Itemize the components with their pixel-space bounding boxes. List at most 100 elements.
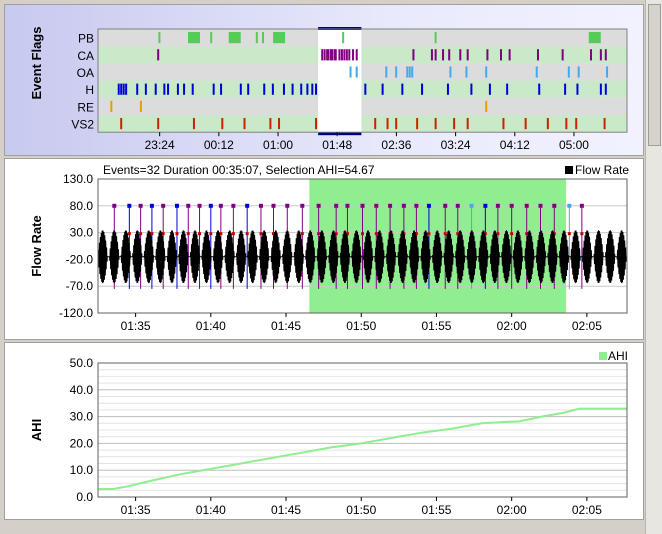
flow-event-marker <box>316 203 321 208</box>
event-mark-ca <box>486 49 489 61</box>
event-mark-h <box>247 83 250 95</box>
ahi-ytick-label: 20.0 <box>70 436 94 450</box>
ahi-panel: AHI AHI 0.0 10.0 20.0 30.0 40.0 50.0 01:35 01:40 0… <box>4 342 644 520</box>
event-mark-h <box>315 83 318 95</box>
event-flags-panel: Event Flags PB CA OA H RE VS2 23:24 00:12 01:00 01… <box>4 4 644 156</box>
event-mark-ca <box>561 49 564 61</box>
event-mark-h <box>306 83 309 95</box>
event-flags-tick-label: 01:48 <box>322 138 352 152</box>
channel-label-ca: CA <box>77 49 94 63</box>
flow-event-marker <box>334 203 339 208</box>
event-mark-vs2 <box>315 118 318 130</box>
scrollbar-thumb[interactable] <box>648 4 661 146</box>
flow-event-marker <box>414 203 419 208</box>
event-mark-ca <box>412 49 415 61</box>
event-mark-pb <box>273 32 286 44</box>
event-mark-ca <box>499 49 502 61</box>
flow-rate-chart[interactable]: Events=32 Duration 00:35:07, Selection A… <box>5 159 643 339</box>
event-flags-tick-label: 23:24 <box>145 138 175 152</box>
event-mark-vs2 <box>453 118 456 130</box>
event-mark-h <box>604 83 607 95</box>
vertical-scrollbar[interactable] <box>645 0 662 534</box>
flow-event-dot <box>271 232 275 236</box>
event-mark-h <box>564 83 567 95</box>
event-mark-ca <box>466 49 469 61</box>
flow-ylabel: Flow Rate <box>29 215 44 276</box>
ahi-chart[interactable]: AHI AHI 0.0 10.0 20.0 30.0 40.0 50.0 01:35 01:40 0… <box>5 343 643 519</box>
flow-event-dot <box>139 232 143 236</box>
flow-ytick-label: 130.0 <box>63 172 93 186</box>
event-mark-pb <box>342 32 345 44</box>
event-mark-ca <box>459 49 462 61</box>
flow-legend-swatch <box>565 166 573 174</box>
event-mark-pb <box>255 32 258 44</box>
flow-event-dot <box>317 232 321 236</box>
event-mark-vs2 <box>374 118 377 130</box>
flow-event-dot <box>510 232 514 236</box>
event-mark-h <box>136 83 139 95</box>
flow-event-dot <box>361 232 364 236</box>
event-mark-h <box>599 83 602 95</box>
flow-event-marker <box>345 203 350 208</box>
event-mark-h <box>239 83 242 95</box>
event-mark-pb <box>158 32 161 44</box>
event-flags-tick-label: 01:00 <box>263 138 293 152</box>
flow-event-marker <box>374 203 379 208</box>
event-mark-h <box>163 83 166 95</box>
flow-event-dot <box>209 232 213 236</box>
event-mark-pb <box>188 32 201 44</box>
flow-event-marker <box>285 203 290 208</box>
flow-event-marker <box>186 203 191 208</box>
flow-event-marker <box>567 203 572 208</box>
ahi-ytick-label: 30.0 <box>70 410 94 424</box>
event-mark-h <box>311 83 314 95</box>
event-mark-oa <box>606 66 609 78</box>
event-mark-oa <box>465 66 468 78</box>
event-mark-h <box>446 83 449 95</box>
event-mark-vs2 <box>416 118 419 130</box>
event-mark-vs2 <box>221 118 224 130</box>
flow-event-dot <box>245 232 249 236</box>
event-mark-h <box>470 83 473 95</box>
flow-event-dot <box>483 232 487 236</box>
event-mark-vs2 <box>395 118 398 130</box>
event-mark-oa <box>355 66 358 78</box>
event-mark-ca <box>345 49 348 61</box>
event-mark-ca <box>323 49 326 61</box>
flow-xtick-label: 01:55 <box>421 319 451 333</box>
event-flags-tick-label: 04:12 <box>500 138 530 152</box>
event-mark-oa <box>385 66 388 78</box>
event-mark-oa <box>577 66 580 78</box>
event-mark-ca <box>331 49 334 61</box>
flow-event-marker <box>469 203 474 208</box>
ahi-xtick-label: 01:50 <box>346 503 376 517</box>
ahi-xtick-label: 02:05 <box>572 503 602 517</box>
event-mark-pb <box>434 32 437 44</box>
ahi-ytick-label: 40.0 <box>70 383 94 397</box>
event-mark-ca <box>343 49 346 61</box>
event-mark-vs2 <box>434 118 437 130</box>
event-mark-h <box>291 83 294 95</box>
event-mark-oa <box>535 66 538 78</box>
event-mark-h <box>120 83 123 95</box>
flow-legend-label: Flow Rate <box>575 163 629 177</box>
channel-label-oa: OA <box>77 66 94 80</box>
flow-event-marker <box>300 203 305 208</box>
event-mark-h <box>576 83 579 95</box>
event-mark-h <box>364 83 367 95</box>
event-row-ca <box>98 46 627 64</box>
event-mark-ca <box>338 49 341 61</box>
event-mark-ca <box>430 49 433 61</box>
event-mark-ca <box>333 49 336 61</box>
flow-ytick-label: -70.0 <box>66 279 94 293</box>
event-mark-h <box>488 83 491 95</box>
event-row-pb <box>98 29 627 47</box>
flow-event-dot <box>525 232 529 236</box>
event-flags-chart[interactable]: Event Flags PB CA OA H RE VS2 23:24 00:12 01:00 01… <box>5 5 643 155</box>
channel-label-re: RE <box>77 100 94 114</box>
event-mark-ca <box>157 49 160 61</box>
flow-event-dot <box>161 232 165 236</box>
event-mark-h <box>401 83 404 95</box>
flow-event-marker <box>271 203 276 208</box>
event-mark-ca <box>329 49 332 61</box>
